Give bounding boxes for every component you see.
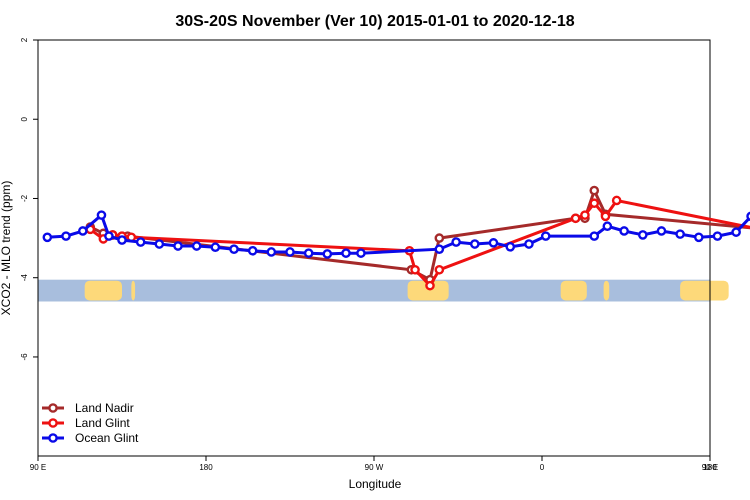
land-region bbox=[560, 280, 587, 301]
data-point-ocean-glint bbox=[104, 231, 114, 241]
data-point-ocean-glint bbox=[524, 239, 534, 249]
y-tick-label: -4 bbox=[20, 274, 29, 282]
data-point-ocean-glint bbox=[42, 232, 53, 243]
legend-item-land-nadir: Land Nadir bbox=[42, 401, 134, 415]
data-point-ocean-glint bbox=[96, 210, 107, 220]
data-point-land-glint bbox=[425, 280, 435, 291]
land-region bbox=[603, 280, 610, 301]
data-point-ocean-glint bbox=[656, 226, 667, 236]
data-point-ocean-glint bbox=[469, 239, 480, 249]
data-point-ocean-glint bbox=[505, 242, 516, 252]
data-point-ocean-glint bbox=[117, 235, 127, 245]
legend-swatch-marker bbox=[48, 433, 58, 443]
data-point-ocean-glint bbox=[341, 248, 351, 258]
data-point-ocean-glint bbox=[694, 232, 704, 243]
y-axis: 2 0 -2 -4 -6 bbox=[20, 37, 38, 361]
y-tick-label: -6 bbox=[20, 353, 29, 361]
data-point-ocean-glint bbox=[135, 237, 146, 247]
legend-swatch-marker bbox=[48, 403, 58, 413]
y-tick-label: 2 bbox=[20, 37, 29, 42]
data-point-land-glint bbox=[580, 210, 590, 220]
data-point-land-glint bbox=[600, 211, 611, 222]
data-point-ocean-glint bbox=[266, 247, 277, 257]
land-region bbox=[680, 280, 729, 301]
data-point-ocean-glint bbox=[229, 244, 239, 254]
x-tick-label: 90 E bbox=[30, 463, 46, 472]
ocean-band bbox=[38, 279, 710, 302]
y-axis-label: XCO2 - MLO trend (ppm) bbox=[0, 181, 13, 316]
data-point-land-glint bbox=[434, 264, 445, 275]
data-point-ocean-glint bbox=[210, 242, 221, 253]
data-point-ocean-glint bbox=[434, 244, 445, 254]
data-point-ocean-glint bbox=[602, 221, 613, 232]
y-tick-label: -2 bbox=[20, 194, 29, 202]
data-point-land-glint bbox=[410, 264, 420, 275]
data-point-ocean-glint bbox=[638, 230, 648, 240]
data-point-ocean-glint bbox=[619, 226, 629, 236]
legend-label: Land Glint bbox=[75, 416, 130, 430]
data-point-ocean-glint bbox=[675, 229, 685, 239]
land-ocean-band bbox=[38, 279, 729, 302]
data-point-land-glint bbox=[570, 213, 581, 224]
legend-item-land-glint: Land Glint bbox=[42, 416, 130, 430]
legend-swatch-marker bbox=[48, 418, 58, 428]
land-region bbox=[407, 280, 449, 301]
y-tick-label: 0 bbox=[20, 116, 29, 121]
land-region bbox=[84, 280, 122, 301]
data-point-ocean-glint bbox=[154, 239, 165, 249]
land-region bbox=[131, 280, 136, 301]
series-layer bbox=[42, 185, 750, 291]
data-point-land-glint bbox=[611, 195, 622, 206]
data-point-ocean-glint bbox=[488, 238, 499, 248]
series-line-land-nadir bbox=[89, 186, 750, 282]
data-point-ocean-glint bbox=[746, 211, 750, 221]
data-point-ocean-glint bbox=[173, 241, 183, 251]
legend-item-ocean-glint: Ocean Glint bbox=[42, 431, 139, 445]
data-point-ocean-glint bbox=[731, 227, 741, 237]
data-point-ocean-glint bbox=[712, 231, 723, 241]
data-point-land-glint bbox=[589, 198, 600, 209]
data-point-ocean-glint bbox=[247, 245, 258, 256]
data-point-ocean-glint bbox=[285, 247, 295, 257]
data-point-land-nadir bbox=[589, 185, 600, 196]
legend-label: Ocean Glint bbox=[75, 431, 139, 445]
x-axis-label: Longitude bbox=[349, 477, 402, 491]
data-point-ocean-glint bbox=[322, 249, 333, 259]
x-tick-label: 180 bbox=[199, 463, 213, 472]
x-tick-label: 0 bbox=[540, 463, 545, 472]
series-ocean-glint bbox=[42, 210, 750, 259]
data-point-land-nadir bbox=[434, 233, 445, 243]
chart-title: 30S-20S November (Ver 10) 2015-01-01 to … bbox=[175, 13, 574, 30]
data-point-ocean-glint bbox=[451, 237, 461, 247]
data-point-ocean-glint bbox=[191, 241, 202, 251]
data-point-ocean-glint bbox=[61, 231, 71, 241]
data-point-ocean-glint bbox=[78, 226, 88, 236]
x-tick-label: 90 W bbox=[365, 463, 384, 472]
x-tick-label: 90 E bbox=[702, 463, 718, 472]
data-point-ocean-glint bbox=[589, 231, 600, 241]
data-point-ocean-glint bbox=[356, 248, 366, 258]
x-tick-label: 180 bbox=[703, 463, 717, 472]
data-point-ocean-glint bbox=[540, 231, 551, 241]
legend-label: Land Nadir bbox=[75, 401, 134, 415]
data-point-ocean-glint bbox=[303, 248, 314, 258]
